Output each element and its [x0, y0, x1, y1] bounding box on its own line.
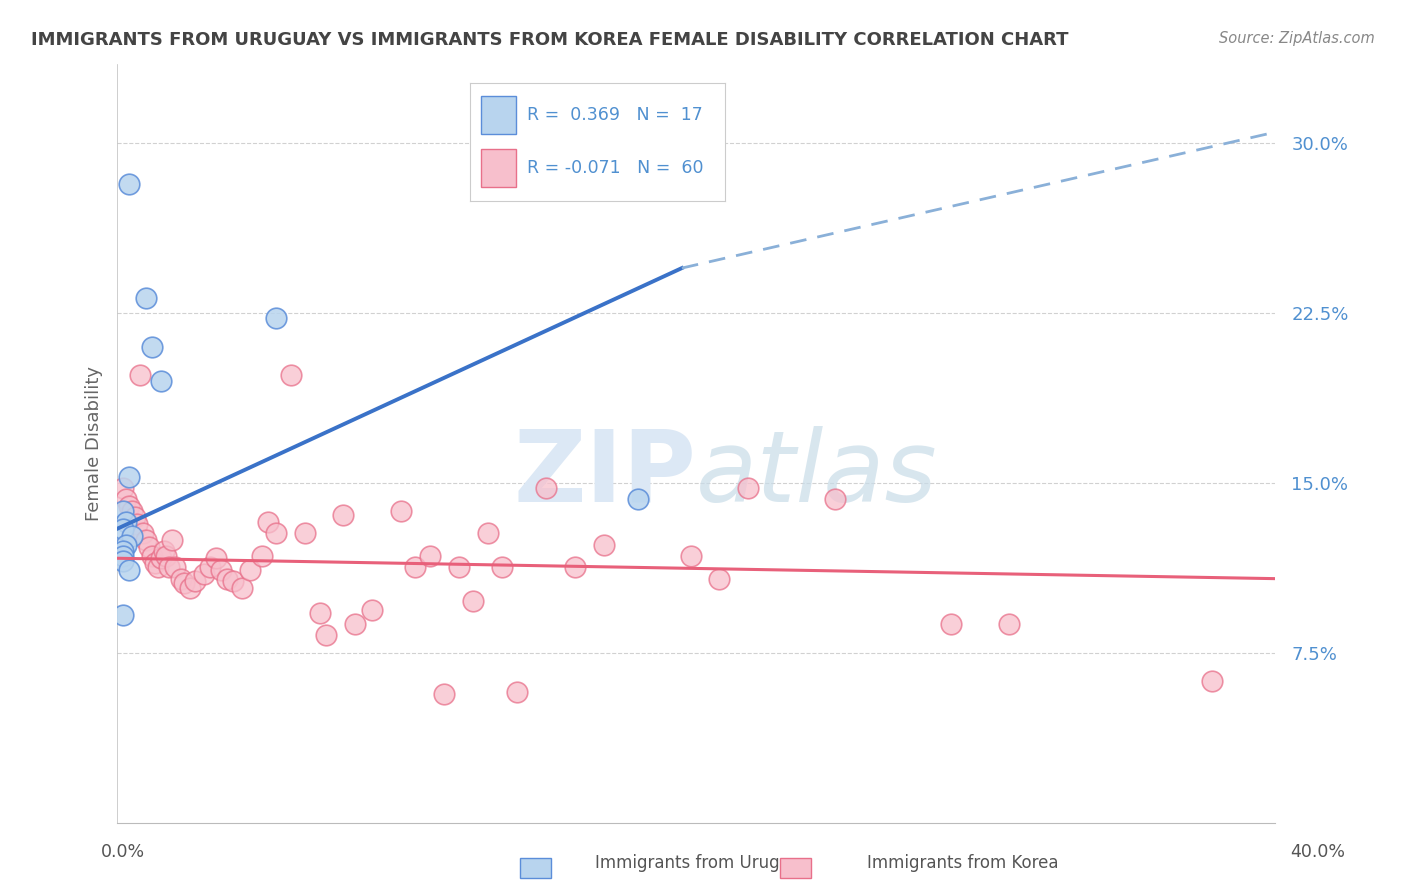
Point: [627, 492, 650, 507]
Point: [198, 560, 221, 574]
Point: [170, 572, 193, 586]
Point: [152, 544, 174, 558]
Text: Immigrants from Korea: Immigrants from Korea: [868, 855, 1059, 872]
Point: [419, 549, 441, 563]
Point: [709, 572, 731, 586]
Point: [155, 549, 177, 563]
Point: [193, 567, 215, 582]
Point: [266, 310, 288, 325]
Point: [129, 368, 152, 382]
Point: [132, 526, 155, 541]
Text: ZIP: ZIP: [513, 425, 696, 523]
Point: [404, 560, 426, 574]
Point: [506, 685, 529, 699]
Text: atlas: atlas: [696, 425, 938, 523]
Point: [146, 560, 169, 574]
Point: [118, 563, 141, 577]
Point: [115, 492, 138, 507]
Point: [204, 551, 226, 566]
Point: [124, 510, 146, 524]
Point: [280, 368, 302, 382]
Point: [149, 375, 172, 389]
Point: [256, 515, 278, 529]
Point: [389, 503, 412, 517]
Point: [332, 508, 354, 523]
Point: [309, 606, 332, 620]
Point: [121, 528, 143, 542]
Point: [121, 503, 143, 517]
Point: [143, 556, 166, 570]
Point: [250, 549, 273, 563]
Point: [115, 515, 138, 529]
Point: [361, 603, 384, 617]
Point: [118, 469, 141, 483]
Point: [592, 538, 614, 552]
Point: [315, 628, 337, 642]
Point: [294, 526, 316, 541]
Point: [179, 581, 201, 595]
Point: [111, 549, 134, 563]
Point: [564, 560, 586, 574]
Text: Immigrants from Uruguay: Immigrants from Uruguay: [595, 855, 811, 872]
Point: [239, 563, 262, 577]
Point: [447, 560, 470, 574]
Point: [824, 492, 846, 507]
Point: [679, 549, 702, 563]
Point: [491, 560, 513, 574]
Point: [115, 538, 138, 552]
Point: [149, 551, 172, 566]
Text: 40.0%: 40.0%: [1291, 843, 1346, 861]
Point: [217, 572, 239, 586]
Point: [998, 617, 1021, 632]
Point: [157, 560, 180, 574]
Point: [160, 533, 183, 548]
Point: [111, 481, 134, 495]
Point: [118, 178, 141, 192]
Point: [477, 526, 499, 541]
Point: [141, 340, 163, 354]
Point: [737, 481, 759, 495]
Point: [231, 581, 253, 595]
Point: [165, 560, 187, 574]
Point: [209, 563, 232, 577]
Point: [138, 540, 160, 554]
Point: [266, 526, 288, 541]
Point: [111, 503, 134, 517]
Point: [534, 481, 557, 495]
Point: [173, 576, 195, 591]
Point: [1201, 673, 1223, 688]
Point: [118, 499, 141, 513]
Text: IMMIGRANTS FROM URUGUAY VS IMMIGRANTS FROM KOREA FEMALE DISABILITY CORRELATION C: IMMIGRANTS FROM URUGUAY VS IMMIGRANTS FR…: [31, 31, 1069, 49]
Point: [127, 517, 149, 532]
Point: [111, 544, 134, 558]
Point: [135, 291, 157, 305]
Point: [111, 553, 134, 567]
Point: [184, 574, 207, 588]
Y-axis label: Female Disability: Female Disability: [86, 367, 103, 521]
Point: [135, 533, 157, 548]
Point: [343, 617, 366, 632]
Point: [222, 574, 245, 588]
Point: [463, 594, 485, 608]
Point: [111, 607, 134, 622]
Point: [111, 522, 134, 536]
Point: [939, 617, 962, 632]
Point: [433, 687, 456, 701]
Point: [141, 549, 163, 563]
Text: Source: ZipAtlas.com: Source: ZipAtlas.com: [1219, 31, 1375, 46]
Text: 0.0%: 0.0%: [101, 843, 145, 861]
